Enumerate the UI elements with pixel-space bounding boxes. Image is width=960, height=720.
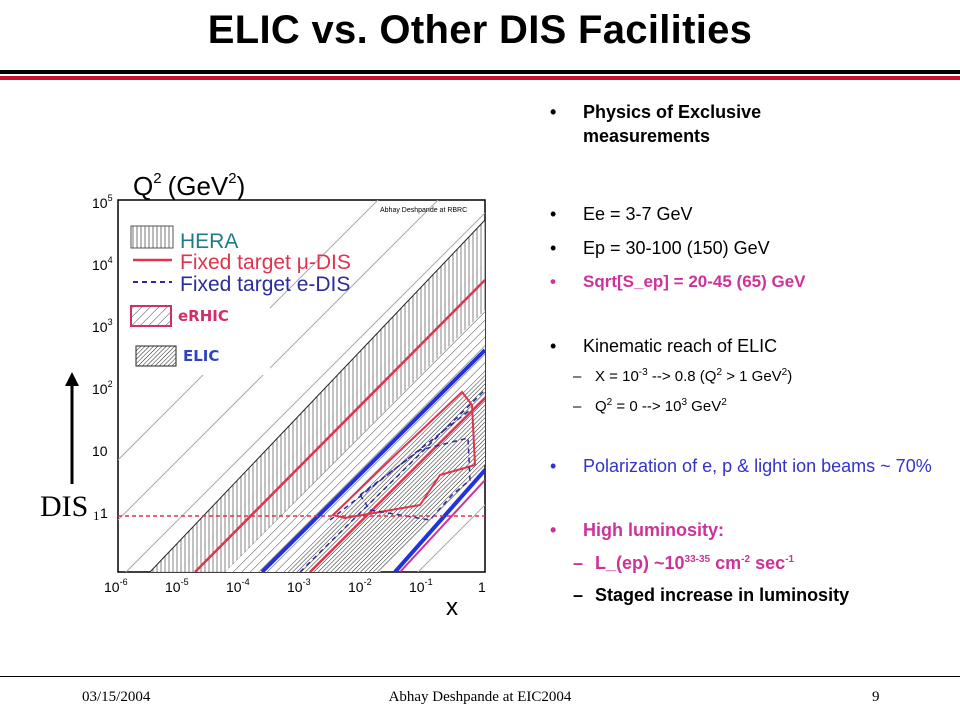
bullet-exclusive: Physics of Exclusive measurements bbox=[550, 100, 883, 148]
legend-erhic: eRHIC bbox=[178, 307, 229, 325]
y-axis-label: Q bbox=[133, 171, 153, 201]
svg-text:10-3: 10-3 bbox=[287, 577, 311, 595]
fixed-target-mu-region bbox=[331, 390, 477, 520]
svg-text:103: 103 bbox=[92, 317, 113, 335]
x-tick-label: 1 bbox=[478, 579, 486, 595]
bullet-luminosity: High luminosity: bbox=[550, 518, 960, 542]
elic-region bbox=[285, 375, 485, 572]
x-axis-label: x bbox=[446, 594, 458, 620]
y-tick-label: 10 bbox=[92, 195, 108, 211]
legend-hera: HERA bbox=[180, 230, 238, 253]
svg-text:10-6: 10-6 bbox=[104, 577, 128, 595]
elic-line-1 bbox=[260, 348, 485, 572]
x-tick-label: 10 bbox=[287, 579, 303, 595]
svg-text:10-5: 10-5 bbox=[165, 577, 189, 595]
y-tick-label: 10 bbox=[92, 319, 108, 335]
plot-legend: HERA Fixed target μ-DIS Fixed target e-D… bbox=[130, 225, 351, 367]
sub-bullet-staged-increase: Staged increase in luminosity bbox=[550, 582, 960, 608]
bullet-polarization: Polarization of e, p & light ion beams ~… bbox=[550, 454, 960, 478]
kinematic-plot: Q2 (GeV2) Abhay Deshpande at RBRC 105 104… bbox=[92, 170, 486, 620]
x-tick-label: 10 bbox=[409, 579, 425, 595]
elic-line-2 bbox=[393, 468, 485, 572]
svg-text:1: 1 bbox=[478, 579, 486, 595]
sub-bullet-luminosity-value: L_(ep) ~1033-35 cm-2 sec-1 bbox=[550, 550, 960, 576]
footer-date: 03/15/2004 bbox=[82, 689, 151, 705]
title-rule-red bbox=[0, 76, 960, 80]
svg-text:1: 1 bbox=[100, 505, 108, 521]
dis-subscript: 1 bbox=[93, 508, 100, 523]
bullet-sqrt-s: Sqrt[S_ep] = 20-45 (65) GeV bbox=[550, 270, 960, 294]
sub-bullet-x-range: X = 10-3 --> 0.8 (Q2 > 1 GeV2) bbox=[550, 366, 960, 388]
y-tick-label: 10 bbox=[92, 381, 108, 397]
svg-text:Q2(GeV2): Q2 (GeV2) bbox=[133, 170, 245, 201]
arrow-up-icon bbox=[65, 372, 79, 484]
svg-text:104: 104 bbox=[92, 255, 113, 273]
legend-fixed-e: Fixed target e-DIS bbox=[180, 273, 350, 296]
legend-fixed-mu: Fixed target μ-DIS bbox=[180, 251, 351, 274]
bullet-kinematic-reach: Kinematic reach of ELIC bbox=[550, 334, 960, 358]
slide-title: ELIC vs. Other DIS Facilities bbox=[207, 8, 753, 52]
svg-text:10: 10 bbox=[92, 443, 108, 459]
x-tick-label: 10 bbox=[104, 579, 120, 595]
x-tick-label: 10 bbox=[226, 579, 242, 595]
legend-elic: ELIC bbox=[183, 347, 219, 365]
footer-rule bbox=[0, 676, 960, 677]
bullet-ep: Ep = 30-100 (150) GeV bbox=[550, 236, 960, 260]
svg-text:102: 102 bbox=[92, 379, 113, 397]
mu-dis-line-1 bbox=[194, 279, 485, 572]
bullet-list: Physics of Exclusive measurements Ee = 3… bbox=[550, 100, 960, 608]
y-tick-label: 10 bbox=[92, 443, 108, 459]
svg-text:10-2: 10-2 bbox=[348, 577, 372, 595]
svg-text:105: 105 bbox=[92, 193, 113, 211]
figure-credit: Abhay Deshpande at RBRC bbox=[380, 207, 467, 214]
mu-dis-line-2 bbox=[309, 397, 485, 572]
x-tick-label: 10 bbox=[165, 579, 181, 595]
y-tick-label: 10 bbox=[92, 257, 108, 273]
footer-author: Abhay Deshpande at EIC2004 bbox=[388, 689, 572, 705]
x-tick-label: 10 bbox=[348, 579, 364, 595]
footer-page-number: 9 bbox=[872, 689, 880, 705]
bullet-ee: Ee = 3-7 GeV bbox=[550, 202, 960, 226]
title-rule-black bbox=[0, 70, 960, 74]
svg-text:10-4: 10-4 bbox=[226, 577, 250, 595]
svg-text:10-1: 10-1 bbox=[409, 577, 433, 595]
y-tick-label: 1 bbox=[100, 505, 108, 521]
dis-label: DIS bbox=[40, 490, 89, 523]
fixed-target-e-region bbox=[358, 437, 471, 521]
sub-bullet-q2-range: Q2 = 0 --> 103 GeV2 bbox=[550, 396, 960, 418]
